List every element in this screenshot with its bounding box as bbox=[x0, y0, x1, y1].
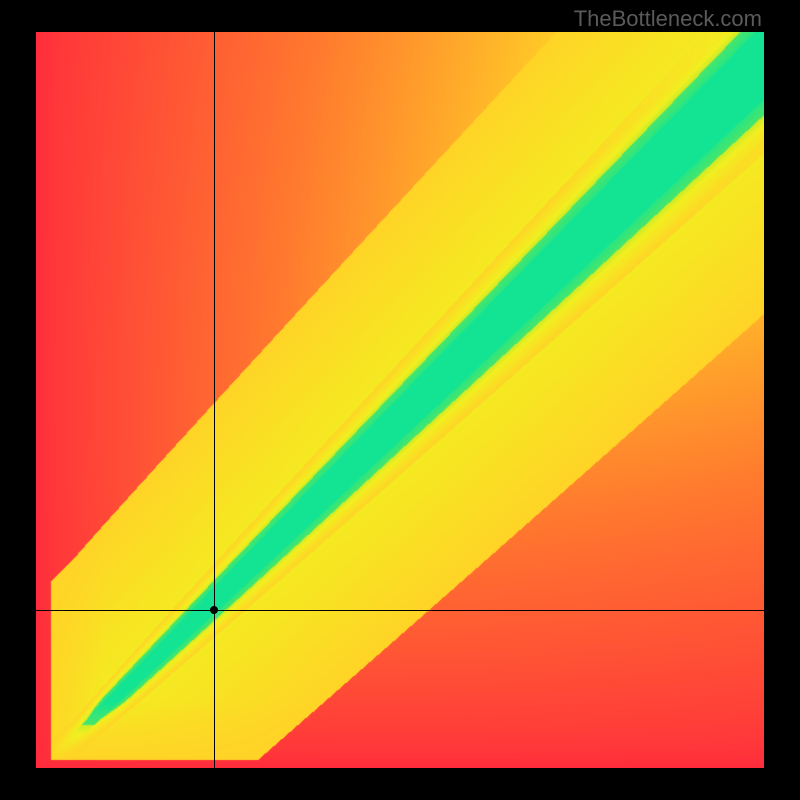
heatmap-canvas bbox=[36, 32, 764, 768]
crosshair-vertical bbox=[214, 32, 215, 768]
crosshair-horizontal bbox=[36, 610, 764, 611]
watermark-text: TheBottleneck.com bbox=[574, 6, 762, 32]
heatmap-plot bbox=[36, 32, 764, 768]
selected-point-marker bbox=[210, 606, 218, 614]
